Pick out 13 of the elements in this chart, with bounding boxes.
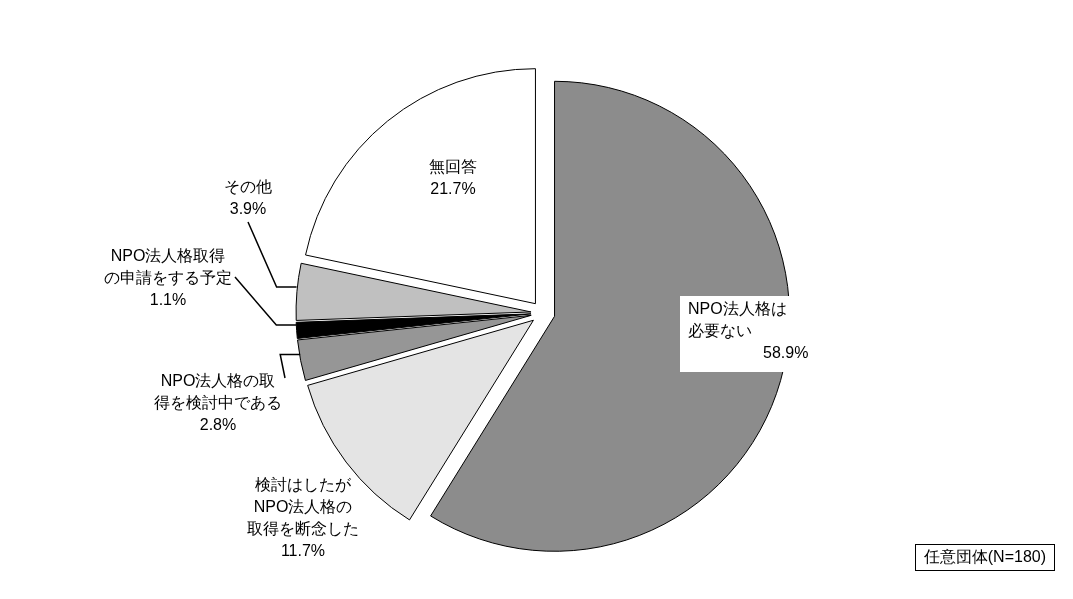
data-label: 11.7% bbox=[280, 542, 326, 559]
slice-label: NPO法人格は必要ない bbox=[688, 300, 787, 339]
text: 任意団体(N=180) bbox=[914, 544, 1055, 571]
slice-label: NPO法人格の取得を検討中である bbox=[154, 372, 282, 411]
slice-label: NPO法人格取得の申請をする予定 bbox=[104, 247, 232, 286]
data-label: 2.8% bbox=[199, 416, 237, 433]
slice-label: その他 bbox=[224, 178, 272, 195]
data-label: 58.9% bbox=[763, 344, 809, 361]
data-label: 21.7% bbox=[430, 180, 476, 197]
slice-label: 検討はしたがNPO法人格の取得を断念した bbox=[247, 476, 359, 537]
data-label: 3.9% bbox=[229, 200, 267, 217]
data-label: 1.1% bbox=[149, 291, 187, 308]
slice-label: 無回答 bbox=[429, 158, 477, 175]
